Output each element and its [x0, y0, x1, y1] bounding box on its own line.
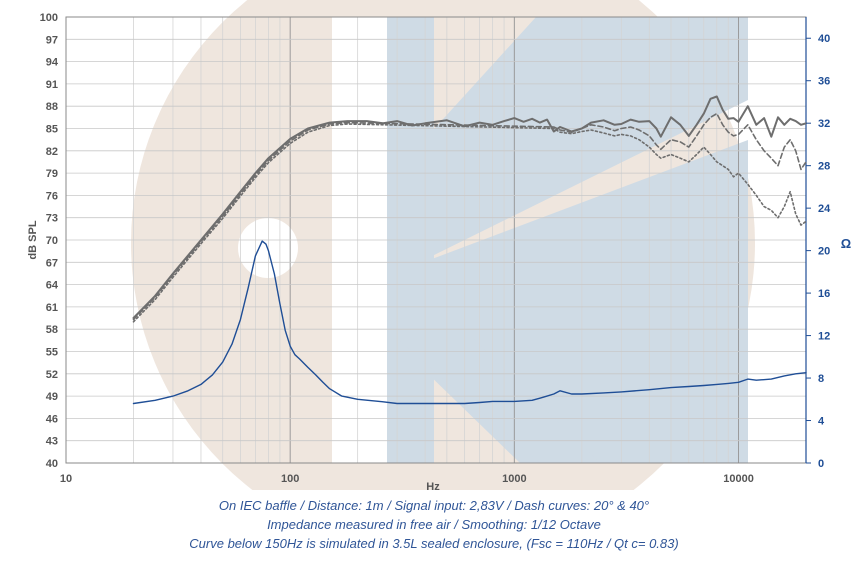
y-right-tick-label: 0	[818, 458, 824, 470]
y-right-tick-label: 24	[818, 203, 831, 215]
y-left-tick-label: 97	[46, 34, 58, 46]
y-left-tick-label: 43	[46, 436, 58, 448]
y-left-tick-label: 82	[46, 146, 58, 158]
y-right-tick-label: 20	[818, 246, 830, 258]
y-axis-right-title: Ω	[841, 236, 851, 251]
y-left-tick-label: 52	[46, 369, 58, 381]
y-right-tick-label: 40	[818, 33, 830, 45]
y-left-tick-label: 46	[46, 413, 58, 425]
watermark-lower-leg	[387, 300, 600, 463]
y-left-tick-label: 79	[46, 168, 58, 180]
caption-line-3: Curve below 150Hz is simulated in 3.5L s…	[189, 536, 679, 551]
x-tick-label: 10	[60, 473, 72, 485]
y-right-tick-label: 32	[818, 118, 830, 130]
y-right-tick-label: 12	[818, 331, 830, 343]
x-axis-title: Hz	[426, 481, 440, 490]
y-left-tick-label: 58	[46, 324, 58, 336]
caption-line-2: Impedance measured in free air / Smoothi…	[267, 517, 601, 532]
watermark-logo	[131, 0, 755, 490]
y-left-tick-label: 73	[46, 213, 58, 225]
chart-captions: On IEC baffle / Distance: 1m / Signal in…	[0, 496, 868, 553]
y-axis-left-title: dB SPL	[27, 220, 39, 259]
caption-line-1: On IEC baffle / Distance: 1m / Signal in…	[218, 498, 650, 513]
series-line-spl-dotted	[132, 123, 807, 323]
y-right-tick-label: 8	[818, 373, 824, 385]
y-left-tick-label: 70	[46, 235, 58, 247]
y-left-tick-label: 76	[46, 190, 58, 202]
x-tick-label: 100	[281, 473, 299, 485]
y-left-tick-label: 94	[46, 57, 59, 69]
y-left-tick-label: 40	[46, 458, 58, 470]
chart-ticks: 4043464952555861646770737679828588919497…	[40, 12, 831, 485]
y-right-tick-label: 28	[818, 161, 830, 173]
y-left-tick-label: 91	[46, 79, 58, 91]
y-right-tick-label: 16	[818, 288, 830, 300]
x-tick-label: 1000	[502, 473, 526, 485]
y-right-tick-label: 4	[818, 416, 825, 428]
y-left-tick-label: 61	[46, 302, 58, 314]
watermark-upper-arm	[424, 17, 748, 260]
y-left-tick-label: 88	[46, 101, 58, 113]
series-line-spl-dashed	[132, 112, 807, 321]
chart-series	[132, 95, 807, 405]
y-left-tick-label: 100	[40, 12, 58, 24]
frequency-response-chart: 4043464952555861646770737679828588919497…	[27, 0, 851, 490]
y-left-tick-label: 67	[46, 257, 58, 269]
series-line-impedance	[132, 240, 807, 405]
chart-grid	[65, 16, 807, 464]
y-left-tick-label: 85	[46, 124, 58, 136]
x-tick-label: 10000	[723, 473, 754, 485]
y-left-tick-label: 64	[46, 280, 59, 292]
series-line-spl-solid	[132, 95, 807, 319]
y-left-tick-label: 55	[46, 347, 58, 359]
y-left-tick-label: 49	[46, 391, 58, 403]
y-right-tick-label: 36	[818, 76, 830, 88]
